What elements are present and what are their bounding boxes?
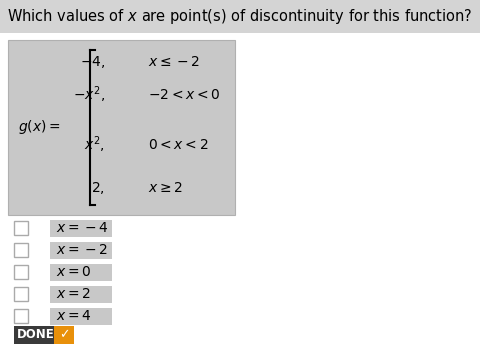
Bar (14, 309, 28, 323)
Bar (0, 0, 480, 33)
Text: ✓: ✓ (59, 328, 69, 342)
Bar (8, 40, 235, 215)
Text: $2,$: $2,$ (91, 180, 105, 196)
Text: $-4,$: $-4,$ (79, 54, 105, 70)
Text: $x\geq 2$: $x\geq 2$ (148, 181, 182, 195)
Bar (14, 243, 28, 257)
Bar (14, 265, 28, 279)
Bar (14, 326, 74, 344)
Text: $x = -4$: $x = -4$ (56, 221, 108, 235)
Text: $x\leq -2$: $x\leq -2$ (148, 55, 200, 69)
Text: $x = 0$: $x = 0$ (56, 265, 91, 279)
Bar (50, 242, 112, 259)
Text: Which values of $x$ are point(s) of discontinuity for this function?: Which values of $x$ are point(s) of disc… (7, 7, 472, 26)
Text: $g(x) =$: $g(x) =$ (18, 119, 60, 136)
Bar (50, 220, 112, 237)
Bar (50, 263, 112, 281)
Bar (14, 287, 28, 301)
Text: $-2<x<0$: $-2<x<0$ (148, 88, 220, 102)
Text: DONE: DONE (17, 328, 55, 342)
Bar (14, 221, 28, 235)
Text: $0<x<2$: $0<x<2$ (148, 138, 208, 152)
Bar (50, 285, 112, 303)
Text: $x = 2$: $x = 2$ (56, 287, 91, 301)
Bar (54, 326, 74, 344)
Text: $x^2,$: $x^2,$ (84, 135, 105, 155)
Text: $-x^2,$: $-x^2,$ (73, 85, 105, 105)
Text: $x = 4$: $x = 4$ (56, 309, 91, 323)
Bar (50, 307, 112, 325)
Text: $x = -2$: $x = -2$ (56, 243, 108, 257)
